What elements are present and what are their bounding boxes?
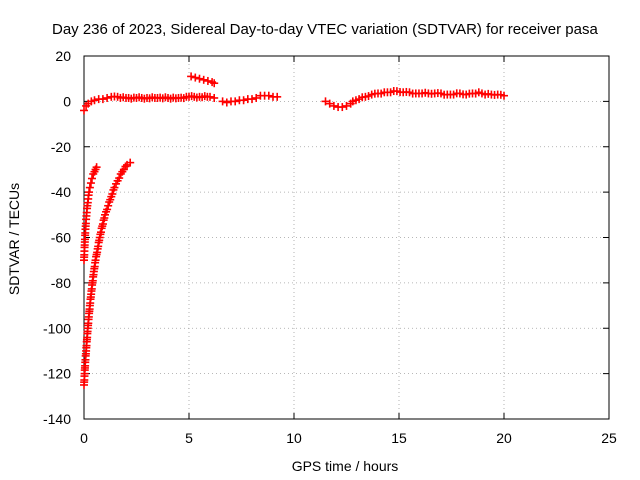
data-point: [195, 74, 204, 83]
x-tick-label: 0: [80, 430, 88, 446]
data-point: [321, 97, 330, 106]
data-point: [98, 95, 107, 104]
y-tick-label: -120: [43, 366, 71, 382]
y-tick-label: 0: [63, 93, 71, 109]
data-point: [231, 97, 240, 106]
data-point: [108, 189, 117, 198]
x-tick-label: 15: [391, 430, 407, 446]
data-point: [248, 95, 256, 104]
data-point: [80, 106, 88, 115]
y-tick-label: -80: [51, 275, 71, 291]
data-points: [80, 72, 508, 389]
x-tick-label: 10: [286, 430, 302, 446]
data-point: [273, 92, 282, 101]
y-axis-ticks: -140 -120 -100 -80 -60 -40 -20 0 20: [43, 48, 609, 427]
data-point: [87, 174, 96, 183]
y-tick-label: 20: [55, 48, 71, 64]
x-tick-label: 5: [185, 430, 193, 446]
data-point: [203, 76, 212, 85]
y-tick-label: -140: [43, 411, 71, 427]
data-point: [90, 96, 99, 105]
x-tick-label: 20: [496, 430, 512, 446]
data-point: [121, 162, 130, 171]
data-point: [104, 201, 113, 210]
x-axis-label: GPS time / hours: [292, 458, 399, 474]
data-point: [187, 72, 196, 81]
data-point: [206, 92, 214, 101]
y-tick-label: -100: [43, 320, 71, 336]
data-point: [85, 188, 94, 197]
data-point: [92, 163, 101, 172]
y-tick-label: -20: [51, 139, 71, 155]
data-point: [329, 101, 338, 110]
data-point: [218, 97, 227, 106]
data-point: [115, 174, 124, 183]
data-point: [191, 73, 200, 82]
data-point: [210, 93, 219, 102]
grid: [84, 56, 609, 419]
data-point: [210, 79, 219, 88]
data-point: [86, 179, 95, 188]
y-axis-label: SDTVAR / TECUs: [6, 183, 22, 295]
y-tick-label: -60: [51, 230, 71, 246]
data-point: [222, 98, 231, 107]
chart-title: Day 236 of 2023, Sidereal Day-to-day VTE…: [52, 21, 598, 38]
data-point: [500, 91, 508, 100]
data-point: [85, 183, 94, 192]
y-tick-label: -40: [51, 184, 71, 200]
x-tick-label: 25: [601, 430, 617, 446]
data-point: [199, 75, 208, 84]
data-point: [342, 101, 351, 110]
data-point: [103, 93, 112, 102]
data-point: [103, 205, 112, 214]
data-point: [239, 96, 248, 105]
data-point: [325, 99, 334, 108]
data-point: [338, 103, 347, 112]
data-point: [252, 93, 261, 102]
data-point: [110, 183, 119, 192]
data-point: [264, 91, 273, 100]
x-axis-ticks: 0 5 10 15 20 25: [80, 56, 617, 446]
data-point: [126, 158, 135, 167]
